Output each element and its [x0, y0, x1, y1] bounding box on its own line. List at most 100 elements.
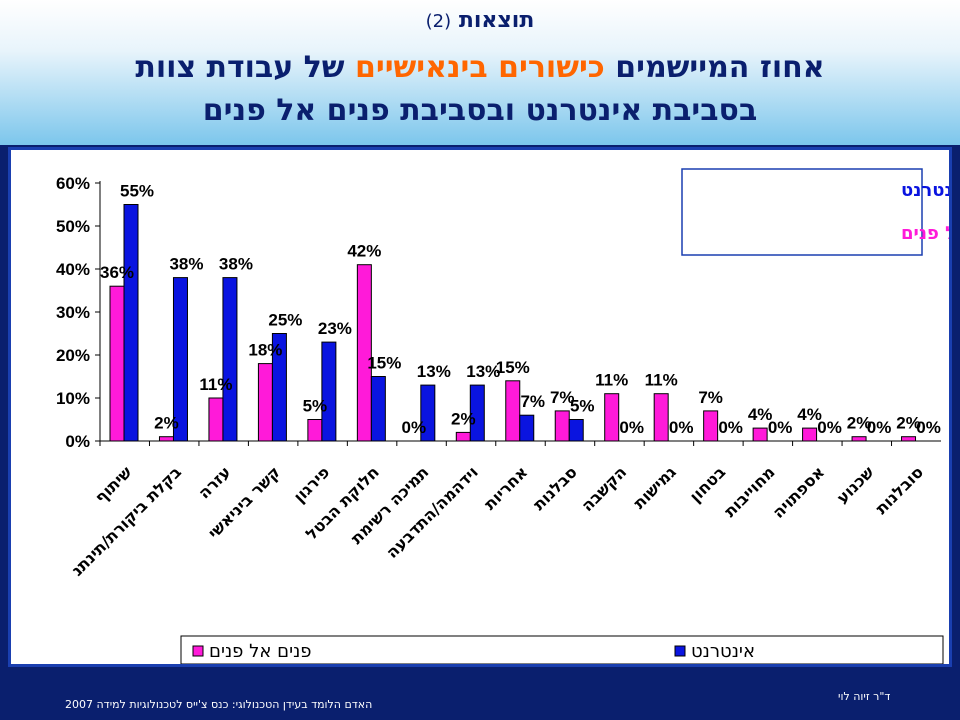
slide-subtitle: תוצאות (2): [0, 8, 960, 33]
category-label: הקשבה: [577, 462, 630, 515]
category-label: שיתוף: [91, 462, 136, 507]
data-label-f2f: 36%: [100, 263, 134, 282]
data-label-internet: 0%: [867, 418, 892, 437]
bar-f2f: [208, 397, 224, 442]
y-tick-label: 60%: [56, 174, 90, 193]
bar-f2f: [901, 436, 917, 442]
category-label: אחריות: [480, 462, 531, 513]
bar-f2f: [604, 393, 620, 442]
y-tick-label: 0%: [65, 432, 90, 451]
bar-internet: [222, 277, 238, 442]
bar-f2f: [455, 431, 471, 442]
data-label-internet: 0%: [916, 418, 941, 437]
bar-chart: 0%10%20%30%40%50%60%36%55%שיתוף2%38%בקלת…: [56, 168, 949, 664]
data-label-internet: 0%: [817, 418, 842, 437]
category-label: גמישות: [630, 462, 680, 512]
y-tick-label: 40%: [56, 260, 90, 279]
n-legend-box: [681, 168, 923, 256]
y-tick-label: 50%: [56, 217, 90, 236]
legend-f2f-n: N=55 - פנים אל פנים: [901, 223, 949, 244]
slide-title-line-1: אחוז המיישמים כישורים בינאישיים של עבודת…: [0, 50, 960, 85]
data-label-internet: 7%: [520, 392, 545, 411]
bar-f2f: [257, 363, 273, 442]
title-line1-post: של עבודת צוות: [135, 50, 355, 85]
category-label: מחוייבות: [720, 462, 778, 520]
bar-internet: [469, 384, 485, 442]
category-label: וידהמה/התדבעה: [382, 462, 482, 562]
subtitle-text: תוצאות: [458, 8, 535, 33]
y-tick-label: 20%: [56, 346, 90, 365]
legend-label-internet: אינטרנט: [691, 641, 755, 662]
data-label-f2f: 4%: [797, 405, 822, 424]
legend-swatch-internet: [674, 645, 686, 657]
bar-internet: [123, 204, 139, 442]
data-label-f2f: 2%: [154, 414, 179, 433]
data-label-internet: 13%: [417, 362, 451, 381]
bar-internet: [321, 341, 337, 442]
data-label-internet: 23%: [318, 319, 352, 338]
bar-f2f: [307, 419, 323, 442]
data-label-f2f: 7%: [550, 388, 575, 407]
category-label: שכנוע: [833, 462, 878, 507]
data-label-internet: 0%: [768, 418, 793, 437]
bar-f2f: [158, 436, 174, 442]
data-label-f2f: 15%: [496, 358, 530, 377]
bar-internet: [519, 414, 535, 442]
series-legend-box: [180, 635, 944, 664]
category-label: עזרה: [194, 462, 234, 502]
bar-f2f: [109, 285, 125, 442]
y-tick-label: 30%: [56, 303, 90, 322]
bar-internet: [271, 333, 287, 442]
data-label-f2f: 4%: [748, 405, 773, 424]
chart-frame: 0% 10% 20% 30% 40% 50% 60% 36% 55% שיתוף 2% 38% בקלת…: [8, 147, 952, 667]
data-label-internet: 15%: [367, 354, 401, 373]
category-label: אספתויה: [769, 462, 829, 522]
category-label: סבלנות: [529, 462, 581, 514]
title-accent: כישורים בינאישיים: [354, 50, 605, 85]
category-label: בטחון: [686, 462, 730, 506]
footer-author: ד"ר זיוה לוי: [838, 690, 891, 703]
title-line1-pre: אחוז המיישמים: [604, 50, 825, 85]
bar-internet: [370, 376, 386, 442]
bar-f2f: [851, 436, 867, 442]
data-label-f2f: 7%: [698, 388, 723, 407]
data-label-f2f: 0%: [402, 418, 427, 437]
data-label-f2f: 11%: [199, 375, 232, 394]
category-label: סובלנות: [872, 462, 927, 517]
footer-conference: האדם הלומד בעידן הטכנולוגי: כנס צ'ייס לט…: [65, 698, 373, 711]
legend-swatch-f2f: [192, 645, 204, 657]
bar-f2f: [505, 380, 521, 442]
data-label-internet: 5%: [570, 397, 595, 416]
bar-f2f: [653, 393, 669, 442]
slide-header: תוצאות (2) אחוז המיישמים כישורים בינאישי…: [0, 0, 960, 145]
data-label-internet: 55%: [120, 182, 154, 201]
legend-label-f2f: פנים אל פנים: [209, 641, 312, 662]
bar-f2f: [752, 427, 768, 442]
data-label-internet: 25%: [268, 311, 302, 330]
data-label-f2f: 11%: [595, 371, 628, 390]
bar-f2f: [356, 264, 372, 442]
subtitle-number: (2): [425, 11, 452, 32]
data-label-internet: 13%: [466, 362, 500, 381]
data-label-f2f: 2%: [451, 409, 476, 428]
data-label-internet: 0%: [669, 418, 694, 437]
bar-internet: [172, 277, 188, 442]
data-label-internet: 38%: [219, 255, 253, 274]
y-tick-label: 10%: [56, 389, 90, 408]
data-label-f2f: 11%: [645, 371, 678, 390]
data-label-f2f: 5%: [303, 397, 328, 416]
slide-title-line-2: בסביבת אינטרנט ובסביבת פנים אל פנים: [202, 93, 758, 128]
data-label-internet: 0%: [619, 418, 644, 437]
data-label-f2f: 42%: [347, 242, 381, 261]
bar-f2f: [802, 427, 818, 442]
data-label-internet: 0%: [718, 418, 743, 437]
legend-internet-n: N=60 - אינטרנט: [901, 180, 949, 201]
bar-f2f: [703, 410, 719, 442]
data-label-f2f: 18%: [248, 341, 282, 360]
data-label-f2f: 2%: [896, 414, 921, 433]
bar-internet: [420, 384, 436, 442]
data-label-f2f: 2%: [847, 414, 872, 433]
bar-internet: [568, 419, 584, 442]
bar-f2f: [554, 410, 570, 442]
data-label-internet: 38%: [169, 255, 203, 274]
